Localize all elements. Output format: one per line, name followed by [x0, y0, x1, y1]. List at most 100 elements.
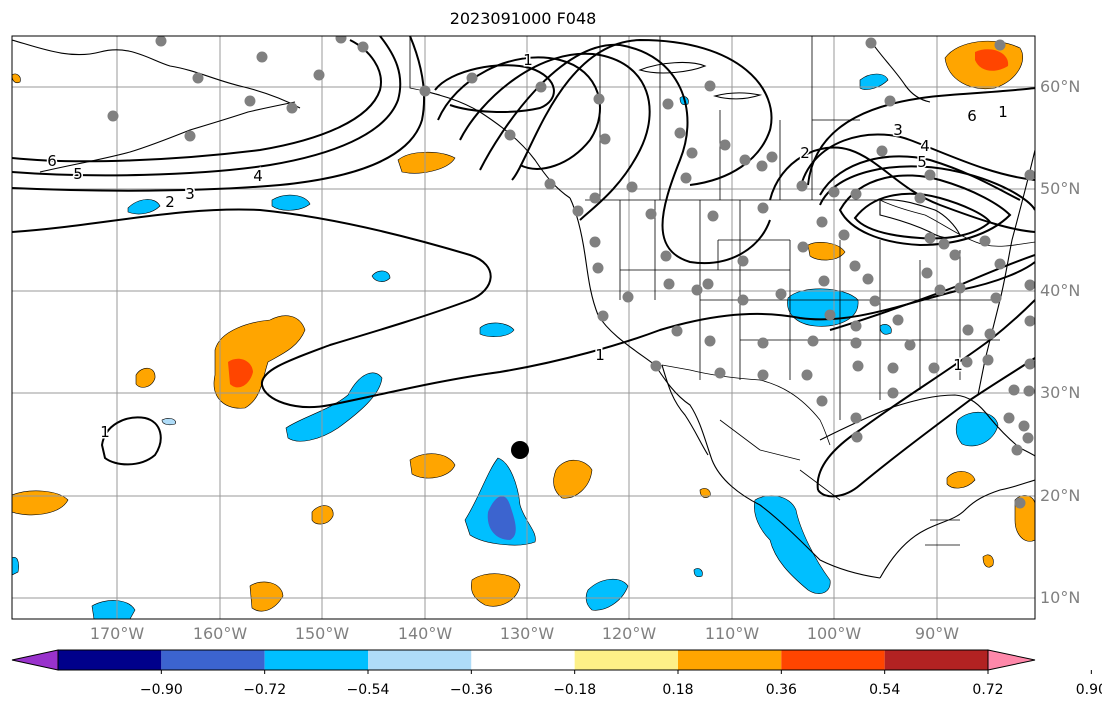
- station-marker: [660, 250, 672, 262]
- station-marker: [663, 278, 675, 290]
- contour-line: [437, 56, 601, 170]
- station-marker: [850, 412, 862, 424]
- contour-label: 1: [953, 356, 963, 374]
- positive-area: [12, 73, 21, 84]
- station-marker: [1024, 169, 1035, 181]
- station-marker: [862, 273, 874, 285]
- longitude-label: 140°W: [397, 624, 453, 643]
- longitude-label: 120°W: [601, 624, 657, 643]
- negative-area: [285, 372, 383, 442]
- positive-area: [982, 554, 994, 568]
- station-marker: [599, 133, 611, 145]
- station-marker: [884, 95, 896, 107]
- contour-line: [434, 64, 555, 113]
- station-marker: [797, 241, 809, 253]
- station-marker: [796, 180, 808, 192]
- station-marker: [107, 110, 119, 122]
- positive-area: [946, 471, 976, 489]
- station-marker: [1023, 385, 1035, 397]
- station-marker: [949, 249, 961, 261]
- station-marker: [335, 36, 347, 44]
- station-marker: [994, 39, 1006, 51]
- contour-line: [816, 299, 1035, 498]
- contour-label: 1: [100, 423, 110, 441]
- station-marker: [938, 238, 950, 250]
- contour-label: 4: [920, 137, 930, 155]
- latitude-label: 60°N: [1040, 77, 1081, 96]
- station-markers: [107, 36, 1035, 509]
- longitude-label: 90°W: [914, 624, 960, 643]
- station-marker: [589, 192, 601, 204]
- station-marker: [849, 260, 861, 272]
- latitude-label: 10°N: [1040, 588, 1081, 607]
- positive-area: [807, 242, 846, 261]
- station-marker: [816, 395, 828, 407]
- station-marker: [1024, 279, 1035, 291]
- positive-anomaly-areas: [12, 40, 1035, 612]
- station-marker: [597, 310, 609, 322]
- longitude-label: 100°W: [806, 624, 862, 643]
- colorbar-tick-label: −0.72: [243, 682, 287, 698]
- colorbar-segment: [471, 650, 575, 670]
- colorbar-tick-label: 0.18: [662, 682, 694, 698]
- station-marker: [466, 72, 478, 84]
- station-marker: [954, 282, 966, 294]
- station-marker: [904, 339, 916, 351]
- longitude-label: 110°W: [704, 624, 760, 643]
- negative-area: [859, 73, 889, 90]
- station-marker: [1018, 420, 1030, 432]
- station-marker: [419, 85, 431, 97]
- station-marker: [828, 186, 840, 198]
- negative-area-core: [487, 496, 516, 540]
- station-marker: [892, 314, 904, 326]
- station-marker: [313, 69, 325, 81]
- station-marker: [838, 229, 850, 241]
- contour-label: 6: [967, 107, 977, 125]
- pacific-coast: [569, 197, 881, 579]
- latitude-label: 40°N: [1040, 281, 1081, 300]
- station-marker: [921, 267, 933, 279]
- station-marker: [979, 235, 991, 247]
- colorbar-segment: [574, 650, 678, 670]
- negative-area: [585, 578, 629, 611]
- contour-label: 3: [185, 185, 195, 203]
- station-marker: [1008, 384, 1020, 396]
- negative-area: [479, 322, 515, 337]
- station-marker: [914, 192, 926, 204]
- station-marker: [739, 154, 751, 166]
- contour-label: 6: [47, 152, 57, 170]
- contour-line: [12, 208, 1035, 409]
- station-marker: [818, 275, 830, 287]
- station-marker: [850, 188, 862, 200]
- negative-area: [12, 557, 19, 576]
- map-frame: [11, 35, 1036, 620]
- station-marker: [869, 295, 881, 307]
- contour-line: [479, 43, 771, 265]
- station-marker: [850, 320, 862, 332]
- station-marker: [1024, 358, 1035, 370]
- contour-label: 1: [595, 346, 605, 364]
- colorbar-extension-low: [11, 649, 59, 671]
- mexico-states: [719, 419, 960, 546]
- station-marker: [775, 288, 787, 300]
- station-marker: [1011, 444, 1023, 456]
- longitude-label: 160°W: [192, 624, 248, 643]
- station-marker: [807, 335, 819, 347]
- contour-line: [12, 39, 382, 163]
- colorbar-frame: [57, 649, 989, 671]
- colorbar-segment: [368, 650, 472, 670]
- colorbar-tick-label: −0.18: [553, 682, 597, 698]
- colorbar-extension-high: [987, 649, 1036, 671]
- contour-label: 2: [800, 144, 810, 162]
- colorbar-segment: [884, 650, 988, 670]
- contour-label: 4: [253, 167, 263, 185]
- station-marker: [990, 292, 1002, 304]
- contour-label: 2: [165, 193, 175, 211]
- colorbar-tick-label: −0.54: [346, 682, 390, 698]
- station-marker: [801, 369, 813, 381]
- station-marker: [674, 127, 686, 139]
- station-marker: [592, 262, 604, 274]
- colorbar-segment: [781, 650, 885, 670]
